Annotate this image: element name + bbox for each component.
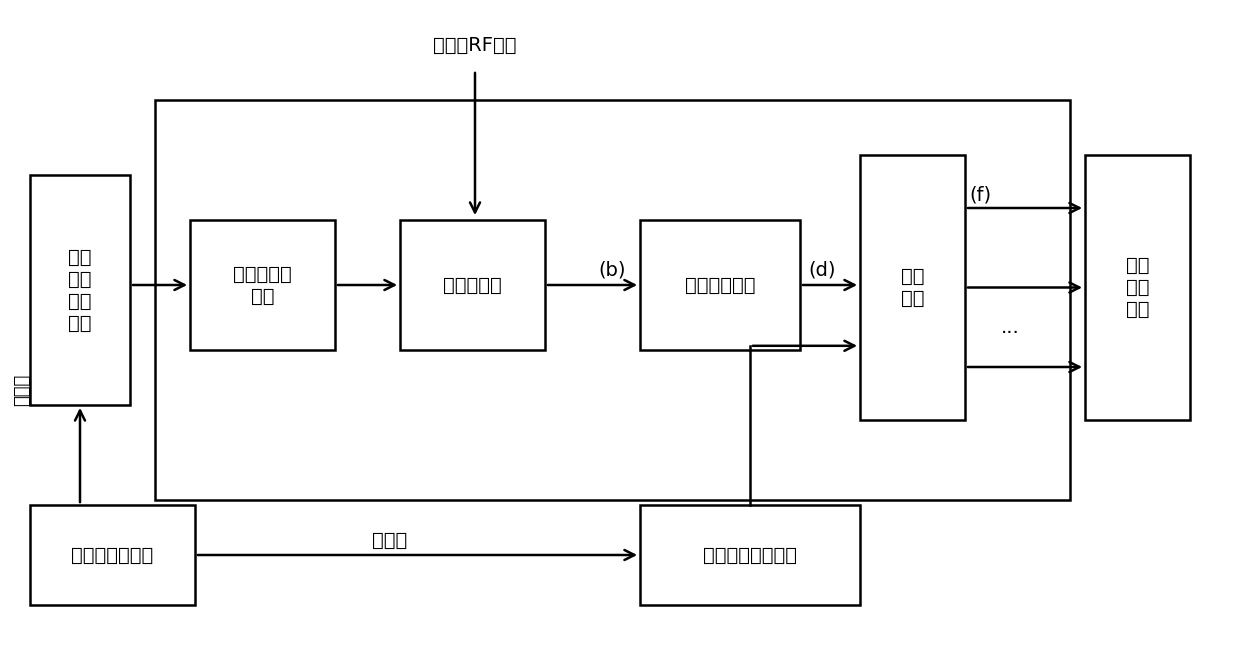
- Text: 本振光: 本振光: [372, 530, 408, 549]
- Text: (f): (f): [968, 186, 991, 205]
- Bar: [861, 155, 965, 420]
- Text: 电光调制器: 电光调制器: [443, 276, 502, 295]
- Bar: [30, 175, 130, 405]
- Bar: [30, 505, 195, 605]
- Bar: [640, 505, 861, 605]
- Text: 信道
分离: 信道 分离: [900, 267, 924, 308]
- Bar: [190, 220, 335, 350]
- Text: 相干光产生模块: 相干光产生模块: [72, 545, 154, 565]
- Text: 光电
转换
阵列: 光电 转换 阵列: [1126, 256, 1149, 319]
- Text: (d): (d): [808, 261, 836, 280]
- Text: ...: ...: [1001, 318, 1019, 337]
- Bar: [1085, 155, 1190, 420]
- Text: 周期性光滤波: 周期性光滤波: [684, 276, 755, 295]
- Text: 信号光: 信号光: [12, 374, 31, 406]
- Bar: [155, 100, 1070, 500]
- Text: 波长交错滤
波器: 波长交错滤 波器: [233, 265, 291, 305]
- Text: 待处理RF信号: 待处理RF信号: [433, 36, 517, 55]
- Text: 本振光梳产生模块: 本振光梳产生模块: [703, 545, 797, 565]
- Bar: [401, 220, 546, 350]
- Bar: [640, 220, 800, 350]
- Text: 信号
光梳
产生
模块: 信号 光梳 产生 模块: [68, 247, 92, 332]
- Text: (b): (b): [598, 261, 626, 280]
